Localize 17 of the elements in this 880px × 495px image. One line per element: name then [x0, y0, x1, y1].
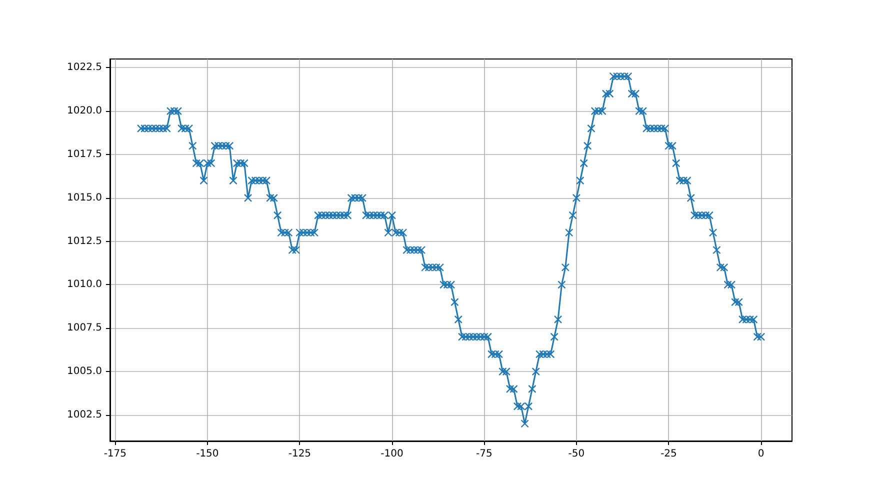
x-tick-label: 0 — [758, 448, 764, 460]
x-tick-label: -50 — [568, 448, 585, 460]
y-tick-label: 1022.5 — [67, 62, 102, 74]
x-tick-label: -100 — [380, 448, 404, 460]
y-tick-label: 1007.5 — [67, 322, 102, 334]
x-tick-label: -25 — [660, 448, 677, 460]
y-tick-label: 1012.5 — [67, 236, 102, 247]
x-tick-label: -150 — [196, 448, 219, 460]
y-tick-label: 1020.0 — [67, 106, 102, 117]
y-tick-label: 1017.5 — [67, 149, 102, 160]
x-tick-label: -125 — [288, 448, 312, 460]
y-tick-label: 1010.0 — [67, 279, 102, 290]
y-tick-label: 1015.0 — [67, 192, 102, 204]
x-tick-label: -175 — [104, 448, 127, 460]
x-tick-label: -75 — [476, 448, 492, 460]
y-tick-label: 1005.0 — [67, 366, 102, 378]
y-tick-label: 1002.5 — [67, 409, 102, 420]
